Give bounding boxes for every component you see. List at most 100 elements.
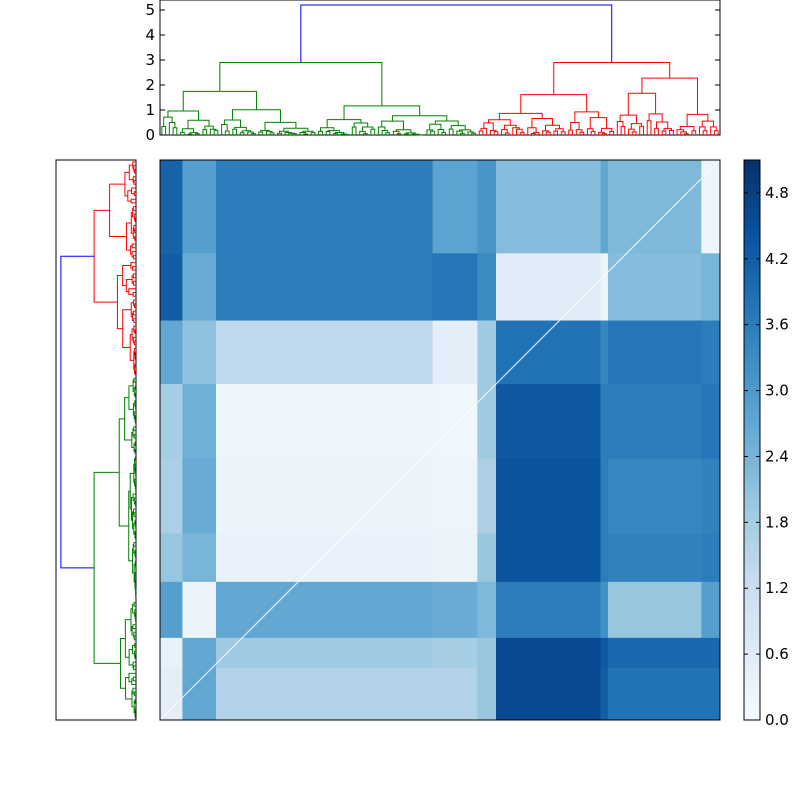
heatmap-block: [600, 637, 609, 669]
heatmap-block: [182, 581, 217, 639]
heatmap-block: [216, 160, 434, 254]
heatmap-block: [432, 384, 478, 460]
colorbar-tick-label: 4.2: [765, 250, 789, 268]
dendrogram-link: [133, 700, 135, 714]
colorbar-tick-label: 0.0: [765, 711, 789, 729]
dendrogram-link: [430, 130, 435, 135]
heatmap-block: [432, 637, 478, 669]
heatmap-block: [608, 581, 702, 639]
dendrogram-link: [503, 124, 517, 130]
heatmap-block: [160, 637, 183, 669]
dendrogram-link: [333, 133, 338, 135]
dendrogram-link: [362, 126, 374, 132]
dendrogram-link: [133, 426, 136, 432]
dendrogram-link: [132, 544, 135, 554]
dendrogram-link: [134, 217, 136, 223]
dendrogram-link: [570, 122, 580, 131]
dendrogram-link: [134, 418, 136, 424]
dendrogram-link: [669, 129, 674, 135]
dendrogram-link: [133, 213, 136, 221]
dendrogram-link: [133, 325, 136, 333]
heatmap-block: [432, 458, 478, 534]
heatmap-block: [701, 253, 721, 322]
dendrogram-link: [320, 127, 335, 132]
dendrogram-link: [133, 691, 136, 697]
dendrogram-link: [133, 433, 136, 439]
dendrogram-link: [131, 328, 134, 341]
dendrogram-link: [133, 165, 136, 172]
dendrogram-link: [60, 255, 95, 569]
dendrogram-link: [133, 631, 136, 639]
dendrogram-link: [129, 472, 134, 510]
dendrogram-link: [128, 649, 134, 666]
dendrogram-link: [601, 133, 607, 135]
heatmap-block: [600, 253, 609, 322]
heatmap-block: [432, 253, 478, 322]
heatmap-block: [701, 667, 721, 721]
dendrogram-link: [132, 661, 136, 669]
colorbar-tick-label: 2.4: [765, 447, 789, 465]
dendrogram-link: [116, 275, 123, 330]
heatmap-block: [182, 253, 217, 322]
heatmap-block: [701, 637, 721, 669]
dendrogram-link: [134, 236, 136, 241]
top-dendrogram-links: [161, 4, 719, 136]
dendrogram-link: [187, 119, 210, 129]
heatmap-block: [600, 667, 609, 721]
dendrogram-link: [134, 448, 136, 454]
heatmap-block: [160, 253, 183, 322]
colorbar-gradient: [743, 159, 761, 721]
heatmap-block: [600, 320, 609, 385]
dendrogram-link: [134, 654, 136, 659]
heatmap-cells: [160, 160, 721, 721]
heatmap-diagonal-line: [159, 159, 721, 721]
dendrogram-link: [131, 626, 134, 636]
dendrogram-link: [542, 130, 549, 135]
colorbar-tick-label: 1.2: [765, 579, 789, 597]
dendrogram-link: [132, 687, 136, 695]
dendrogram-link: [194, 133, 200, 135]
dendrogram-link: [299, 131, 307, 135]
dendrogram-link: [334, 132, 345, 134]
dendrogram-link: [131, 243, 136, 249]
dendrogram-link: [519, 132, 525, 135]
top-dendrogram: 0 1 2 3 4 5: [145, 0, 721, 144]
dendrogram-link: [122, 309, 132, 348]
top-dendrogram-frame: [159, 0, 721, 136]
heatmap-block: [216, 637, 434, 669]
dendrogram-link: [265, 130, 273, 135]
heatmap-block: [701, 160, 721, 254]
colorbar-tick-label: 3.0: [765, 382, 789, 400]
dendrogram-link: [620, 125, 626, 135]
dendrogram-link: [426, 129, 434, 135]
dendrogram-link: [132, 273, 136, 279]
dendrogram-link: [134, 351, 136, 359]
dendrogram-link: [187, 133, 193, 135]
dendrogram-link: [134, 478, 136, 487]
heatmap-block: [216, 667, 434, 721]
dendrogram-link: [532, 131, 540, 135]
dendrogram-link: [132, 644, 135, 655]
dendrogram-link: [132, 227, 135, 239]
dendrogram-link: [343, 105, 421, 120]
heatmap-block: [608, 253, 702, 322]
dendrogram-link: [641, 77, 698, 115]
heatmap-block: [600, 160, 609, 254]
dendrogram-link: [132, 176, 136, 183]
dendrogram-link: [125, 278, 133, 293]
dendrogram-link: [130, 198, 136, 204]
dendrogram-link: [209, 128, 217, 135]
colorbar: 0.0 0.6 1.2 1.8 2.4 3.0 3.6 4.2 4.8: [743, 159, 789, 729]
dendrogram-link: [133, 377, 136, 383]
dendrogram-link: [124, 619, 131, 658]
heatmap-block: [160, 160, 183, 254]
heatmap-block: [496, 533, 602, 583]
left-dendrogram-links: [60, 161, 137, 719]
dendrogram-link: [132, 548, 135, 574]
dendrogram-link: [132, 676, 136, 682]
dendrogram-link: [531, 118, 553, 128]
dendrogram-link: [134, 404, 136, 409]
dendrogram-link: [630, 123, 643, 130]
dendrogram-link: [221, 124, 228, 135]
heatmap-block: [600, 533, 609, 583]
